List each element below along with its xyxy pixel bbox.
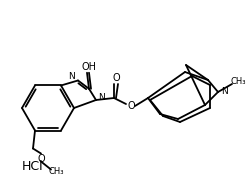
Text: N: N (68, 72, 75, 81)
Text: O: O (127, 101, 135, 111)
Text: CH₃: CH₃ (48, 167, 64, 176)
Text: N: N (221, 87, 228, 96)
Text: O: O (37, 154, 45, 164)
Text: HCl: HCl (22, 161, 44, 174)
Text: CH₃: CH₃ (230, 77, 246, 86)
Text: OH: OH (82, 62, 96, 72)
Text: O: O (112, 73, 120, 83)
Text: N: N (98, 93, 105, 102)
